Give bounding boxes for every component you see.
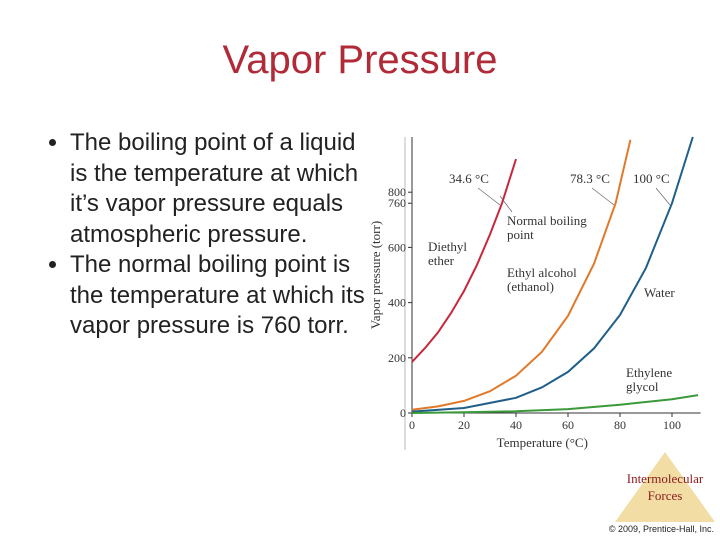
leader-line xyxy=(655,187,671,206)
copyright: © 2009, Prentice-Hall, Inc. xyxy=(608,524,714,534)
x-tick-label: 100 xyxy=(663,418,681,432)
y-tick-label: 600 xyxy=(388,240,406,254)
y-tick-label: 0 xyxy=(400,406,406,420)
y-tick-label: 400 xyxy=(388,296,406,310)
series-label: Ethylene glycol xyxy=(626,365,673,394)
bullet: The normal boiling point is the temperat… xyxy=(70,250,370,342)
annotation: 78.3 °C xyxy=(570,171,610,186)
series-label: Ethyl alcohol (ethanol) xyxy=(507,265,577,294)
x-tick-label: 20 xyxy=(458,418,470,432)
x-tick-label: 80 xyxy=(614,418,626,432)
series-line xyxy=(411,394,699,414)
slide-title: Vapor Pressure xyxy=(222,38,498,82)
x-axis-title: Temperature (°C) xyxy=(497,435,588,450)
leader-line xyxy=(591,187,615,206)
annotation: Normal boiling point xyxy=(507,213,587,242)
bullet-list: The boiling point of a liquid is the tem… xyxy=(40,128,370,342)
annotation: 34.6 °C xyxy=(449,171,489,186)
leader-line xyxy=(499,195,513,213)
y-tick-label: 200 xyxy=(388,351,406,365)
leader-line xyxy=(477,187,501,206)
tag-triangle xyxy=(615,452,715,522)
annotation: 100 °C xyxy=(633,171,670,186)
series-label: Diethyl ether xyxy=(428,239,467,268)
x-tick-label: 60 xyxy=(562,418,574,432)
y-tick-label: 760 xyxy=(388,196,406,210)
bullet: The boiling point of a liquid is the tem… xyxy=(70,128,370,250)
x-tick-label: 0 xyxy=(409,418,415,432)
y-tick-label: 800 xyxy=(388,185,406,199)
series-line xyxy=(411,158,517,363)
series-label: Water xyxy=(644,285,675,300)
series-line xyxy=(411,136,694,413)
y-axis-title: Vapor pressure (torr) xyxy=(368,221,383,329)
series-line xyxy=(411,139,632,411)
x-tick-label: 40 xyxy=(510,418,522,432)
footer-tag: Intermolecular Forces xyxy=(626,471,704,503)
